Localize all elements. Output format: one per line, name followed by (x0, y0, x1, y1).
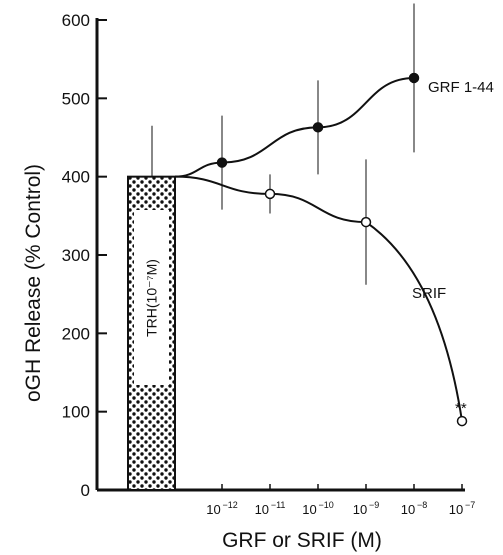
trh-baseline-bar: TRH(10⁻⁷M) (127, 125, 176, 492)
trh-label-bg (134, 210, 169, 385)
series-label: GRF 1-44 (428, 79, 494, 96)
data-point (360, 216, 372, 228)
y-axis-label: oGH Release (% Control) (22, 164, 45, 402)
data-point (216, 157, 228, 168)
y-tick-label: 100 (62, 403, 90, 422)
x-tick-label: 10 −9 (353, 500, 380, 517)
significance-annotation: ** (455, 400, 467, 417)
x-axis-label: GRF or SRIF (M) (222, 529, 382, 552)
x-tick-label: 10 −12 (206, 500, 238, 517)
y-tick-label: 400 (62, 168, 90, 187)
y-tick-label: 600 (62, 11, 90, 30)
y-tick-label: 200 (62, 324, 90, 343)
x-tick-label: 10 −11 (255, 500, 286, 517)
data-point (264, 188, 276, 200)
x-tick-label: 10 −10 (302, 500, 334, 517)
y-tick-label: 0 (81, 481, 90, 500)
series-layer: GRF 1-44 SRIF ** (174, 3, 494, 427)
x-tick-label: 10 −7 (449, 500, 476, 517)
y-tick-label: 500 (62, 89, 90, 108)
x-tick-label: 10 −8 (401, 500, 428, 517)
series-line-srif (174, 175, 463, 422)
series-line-grf (174, 76, 415, 178)
data-point (312, 122, 324, 133)
y-tick-label: 300 (62, 246, 90, 265)
series-label: SRIF (412, 285, 446, 302)
data-point (408, 72, 420, 84)
data-point (456, 415, 468, 427)
x-axis: 10 −12 10 −11 10 −10 10 −9 10 −8 10 −7 (97, 484, 475, 517)
trh-label: TRH(10⁻⁷M) (144, 259, 160, 337)
y-axis: 0 100 200 300 400 500 600 (62, 11, 107, 500)
